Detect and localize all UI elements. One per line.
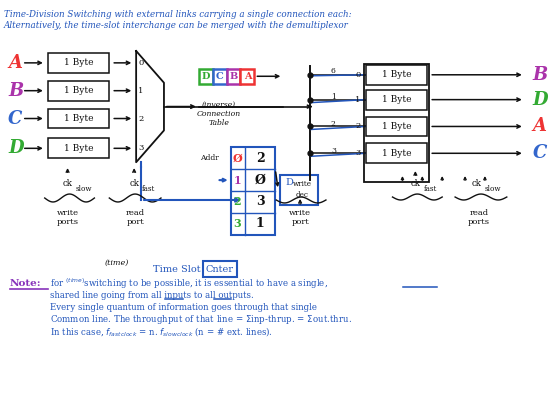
Text: A: A — [532, 117, 547, 135]
Text: read: read — [125, 209, 145, 217]
Bar — [364, 64, 429, 182]
Text: port: port — [291, 218, 309, 226]
Text: D: D — [532, 91, 548, 109]
Text: ports: ports — [57, 218, 79, 226]
Text: 6: 6 — [331, 67, 336, 75]
Text: 3: 3 — [234, 219, 241, 229]
Bar — [280, 175, 318, 205]
Bar — [227, 69, 240, 84]
Text: B: B — [229, 72, 238, 81]
Text: B: B — [532, 66, 548, 84]
Text: 1: 1 — [331, 93, 336, 101]
Bar — [213, 69, 227, 84]
Text: 3: 3 — [355, 149, 361, 157]
Bar — [48, 109, 109, 129]
Text: ports: ports — [468, 218, 490, 226]
Text: 1: 1 — [256, 217, 265, 230]
Text: Every single quantum of information goes through that single: Every single quantum of information goes… — [50, 303, 317, 312]
Text: Common line. The throughput of that line = $\Sigma$inp-thrup. = $\Sigma$out.thru: Common line. The throughput of that line… — [50, 313, 351, 326]
Text: 2: 2 — [138, 115, 144, 123]
Text: ck: ck — [472, 179, 482, 187]
Text: Addr: Addr — [200, 154, 218, 162]
Text: 2: 2 — [234, 197, 241, 207]
Text: write: write — [289, 209, 311, 217]
Text: 3: 3 — [331, 147, 336, 155]
Text: A: A — [244, 72, 251, 81]
Text: D: D — [8, 139, 24, 157]
Text: 1: 1 — [355, 96, 361, 103]
Bar — [48, 139, 109, 158]
Text: Cnter: Cnter — [206, 265, 234, 274]
Bar — [240, 69, 255, 84]
Bar — [48, 53, 109, 73]
Text: (inverse)
Connection
Table: (inverse) Connection Table — [196, 101, 241, 127]
Bar — [366, 143, 427, 163]
Bar — [366, 65, 427, 85]
Text: (time): (time) — [105, 259, 129, 267]
Text: 2: 2 — [256, 152, 265, 165]
Text: A: A — [8, 54, 22, 72]
Text: B: B — [8, 82, 23, 100]
Text: 3: 3 — [256, 195, 265, 209]
Text: C: C — [532, 144, 547, 162]
Text: 0: 0 — [138, 59, 144, 67]
Text: slow: slow — [75, 185, 92, 193]
Bar — [199, 69, 213, 84]
Text: 1 Byte: 1 Byte — [382, 149, 411, 158]
Bar — [48, 81, 109, 101]
Text: 1: 1 — [234, 175, 241, 185]
Text: fast: fast — [424, 185, 437, 193]
Bar — [230, 147, 275, 235]
Bar — [366, 117, 427, 137]
Text: 3: 3 — [138, 144, 144, 152]
Text: write: write — [57, 209, 79, 217]
Text: Time-Division Switching with external links carrying a single connection each:: Time-Division Switching with external li… — [4, 10, 351, 19]
Text: ck: ck — [63, 179, 73, 187]
Text: for $^{(time)}$switching to be possible, it is essential to have a single,: for $^{(time)}$switching to be possible,… — [50, 276, 328, 291]
Text: read: read — [469, 209, 488, 217]
Text: 1 Byte: 1 Byte — [64, 59, 94, 67]
Text: C: C — [8, 109, 23, 127]
Text: slow: slow — [485, 185, 502, 193]
Text: 2: 2 — [355, 123, 361, 131]
Text: write: write — [293, 180, 312, 188]
Text: 1 Byte: 1 Byte — [64, 114, 94, 123]
Text: 1 Byte: 1 Byte — [382, 95, 411, 104]
Text: fast: fast — [142, 185, 156, 193]
Text: 0: 0 — [355, 71, 361, 79]
Text: D: D — [201, 72, 210, 81]
Text: port: port — [126, 218, 144, 226]
Text: Time Slot: Time Slot — [153, 265, 201, 274]
Text: D: D — [285, 178, 293, 187]
Text: 1 Byte: 1 Byte — [64, 86, 94, 95]
Text: dec: dec — [295, 191, 309, 199]
Text: ck: ck — [410, 179, 420, 187]
Text: 1: 1 — [138, 87, 144, 95]
Text: shared line going from all inputs to all outputs.: shared line going from all inputs to all… — [50, 291, 254, 300]
Text: 2: 2 — [331, 120, 336, 128]
Text: 1 Byte: 1 Byte — [64, 144, 94, 153]
Text: ck: ck — [129, 179, 139, 187]
Bar — [366, 90, 427, 109]
Text: C: C — [216, 72, 223, 81]
Text: 1 Byte: 1 Byte — [382, 122, 411, 131]
Bar — [203, 261, 238, 277]
Text: In this case, $f_{fastclock}$ = n. $f_{slowclock}$ (n = # ext. lines).: In this case, $f_{fastclock}$ = n. $f_{s… — [50, 325, 273, 338]
Text: Ø: Ø — [255, 174, 266, 187]
Text: 1 Byte: 1 Byte — [382, 70, 411, 79]
Text: Ø: Ø — [233, 153, 243, 164]
Text: Alternatively, the time-slot interchange can be merged with the demultiplexor: Alternatively, the time-slot interchange… — [4, 21, 349, 30]
Text: Note:: Note: — [10, 279, 42, 288]
